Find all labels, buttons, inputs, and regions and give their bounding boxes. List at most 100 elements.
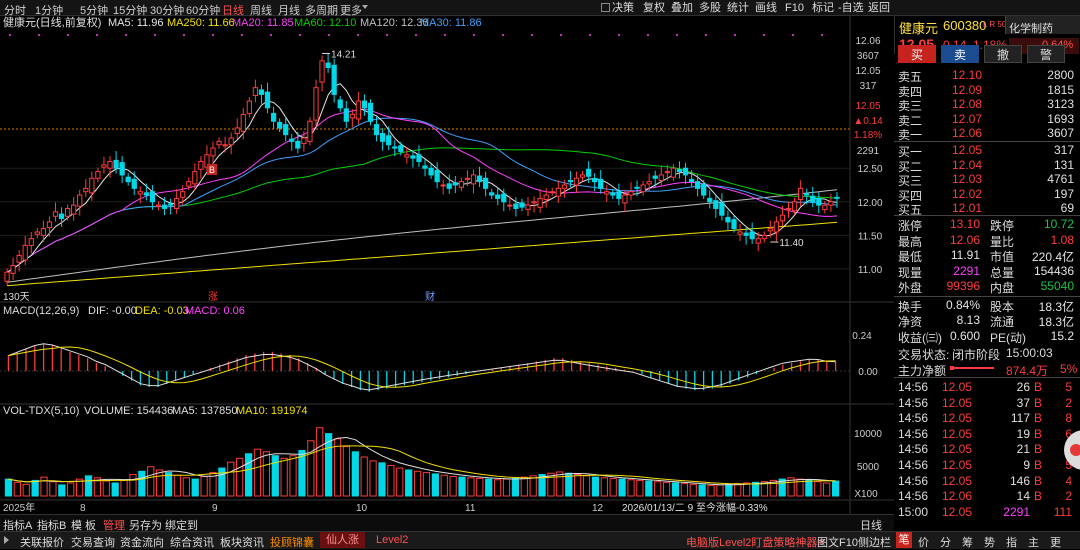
candle[interactable] — [392, 140, 398, 157]
sell-level-3[interactable]: 卖三 12.08 3123 — [898, 97, 1074, 113]
candle[interactable] — [640, 180, 646, 196]
candle[interactable] — [28, 231, 34, 254]
candle[interactable] — [4, 268, 10, 286]
candle[interactable] — [228, 132, 234, 155]
candle[interactable] — [125, 173, 131, 186]
candle[interactable] — [64, 204, 71, 221]
candle[interactable] — [277, 118, 283, 132]
candle[interactable] — [664, 164, 670, 181]
candle[interactable] — [380, 128, 386, 151]
period-weekly[interactable]: 周线 — [250, 5, 272, 17]
candle[interactable] — [434, 162, 440, 189]
candle[interactable] — [149, 184, 156, 210]
period-more[interactable]: 更多 — [340, 5, 362, 17]
candle[interactable] — [495, 187, 501, 206]
period-daily[interactable]: 日线 — [222, 5, 244, 17]
tool-main[interactable]: 主 — [1028, 537, 1039, 549]
candle[interactable] — [440, 179, 446, 195]
f10-graphic-button[interactable]: 图文F10 — [817, 537, 858, 549]
candle[interactable] — [810, 186, 816, 208]
trade-query-button[interactable]: 交易查询 — [71, 537, 115, 549]
buy-level-2[interactable]: 买二 12.04 131 — [898, 157, 1074, 174]
candle[interactable] — [422, 159, 428, 177]
chart-area[interactable]: 14.21 11.40 B 健康元(日线,前复权) MA5: 11.96 MA250… — [0, 16, 894, 514]
volume-panel[interactable] — [4, 427, 840, 497]
sell-button[interactable]: 卖 — [941, 45, 979, 63]
related-quote-button[interactable]: 关联报价 — [20, 537, 64, 549]
period-15min[interactable]: 15分钟 — [113, 5, 148, 17]
candle[interactable] — [682, 162, 689, 185]
candle[interactable] — [71, 197, 77, 221]
candle[interactable] — [670, 164, 677, 182]
candle[interactable] — [695, 174, 701, 197]
news-button[interactable]: 综合资讯 — [170, 537, 214, 549]
candle[interactable] — [464, 170, 471, 187]
candle[interactable] — [101, 156, 107, 174]
candle[interactable] — [349, 109, 355, 128]
candle[interactable] — [458, 177, 464, 192]
candle[interactable] — [89, 171, 95, 201]
tool-more[interactable]: 更 — [1050, 537, 1061, 549]
candle[interactable] — [22, 235, 28, 266]
candle[interactable] — [313, 79, 319, 127]
side-ad-bubble[interactable] — [1064, 430, 1080, 470]
advisor-tips-button[interactable]: 投顾锦囊 — [270, 537, 314, 549]
candle[interactable] — [270, 106, 277, 130]
period-30min[interactable]: 30分钟 — [150, 5, 185, 17]
period-multi[interactable]: 多周期 — [305, 5, 338, 17]
candle[interactable] — [798, 180, 804, 207]
draw-line-button[interactable]: 画线 — [755, 2, 777, 14]
candle[interactable] — [476, 166, 483, 187]
candle[interactable] — [785, 201, 792, 218]
tab-indicator-a[interactable]: 指标A — [3, 520, 33, 532]
candle[interactable] — [52, 202, 59, 222]
candle[interactable] — [46, 216, 53, 237]
restore-rights-button[interactable]: 复权 — [643, 2, 665, 14]
candle[interactable] — [616, 183, 622, 206]
buy-button[interactable]: 买 — [898, 45, 936, 63]
candle[interactable] — [634, 180, 640, 197]
decision-button[interactable]: 决策 — [601, 1, 634, 15]
buy-level-4[interactable]: 买四 12.02 197 — [898, 186, 1074, 203]
candle[interactable] — [246, 97, 252, 118]
candle[interactable] — [337, 95, 343, 112]
candle[interactable] — [688, 170, 695, 187]
candle[interactable] — [361, 94, 368, 116]
candle[interactable] — [16, 250, 22, 272]
candle[interactable] — [767, 220, 773, 238]
sell-level-5[interactable]: 卖五 12.10 2800 — [898, 68, 1074, 84]
sector-name[interactable]: 化学制药 — [1009, 23, 1053, 35]
period-60min[interactable]: 60分钟 — [186, 5, 221, 17]
cancel-order-button[interactable]: 撤 — [984, 45, 1022, 63]
candle[interactable] — [537, 189, 543, 213]
candle[interactable] — [507, 195, 513, 211]
candle[interactable] — [325, 53, 331, 73]
back-button[interactable]: 返回 — [868, 2, 890, 14]
candle[interactable] — [40, 220, 46, 243]
sell-level-2[interactable]: 卖二 12.07 1693 — [898, 111, 1074, 128]
remove-watchlist-button[interactable]: -自选 — [838, 2, 864, 14]
xianrenzhang-button[interactable]: 仙人涨 — [320, 532, 365, 548]
candle[interactable] — [779, 205, 786, 227]
candle[interactable] — [713, 195, 719, 218]
candle[interactable] — [174, 189, 180, 214]
candle[interactable] — [192, 163, 198, 191]
multi-stock-button[interactable]: 多股 — [699, 2, 721, 14]
candle[interactable] — [289, 133, 295, 151]
mark-button[interactable]: 标记 — [812, 2, 834, 14]
candle[interactable] — [646, 173, 652, 191]
candle[interactable] — [610, 188, 616, 200]
statistics-button[interactable]: 统计 — [727, 2, 749, 14]
candle[interactable] — [367, 99, 374, 126]
expand-icon[interactable] — [4, 536, 9, 544]
candle[interactable] — [531, 196, 537, 213]
candle[interactable] — [573, 171, 580, 194]
candle[interactable] — [743, 227, 749, 245]
candle[interactable] — [143, 183, 149, 201]
tool-chip[interactable]: 筹 — [962, 537, 973, 549]
candle[interactable] — [58, 207, 65, 227]
tab-template[interactable]: 模 板 — [71, 520, 97, 532]
candle[interactable] — [10, 257, 16, 281]
candle[interactable] — [307, 117, 313, 146]
candle[interactable] — [652, 170, 658, 188]
